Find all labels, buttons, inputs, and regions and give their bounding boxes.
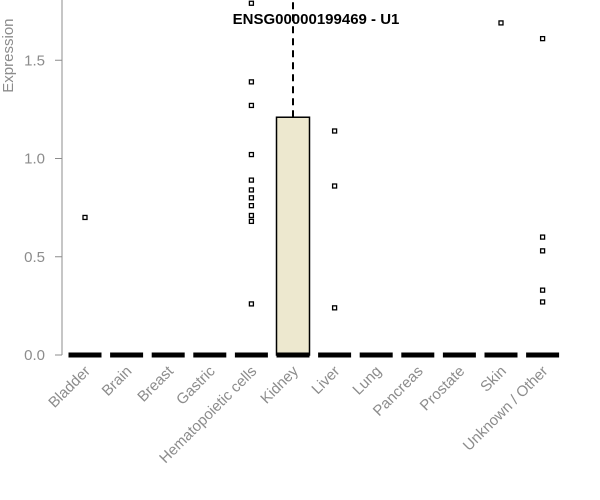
outlier-point: [248, 212, 255, 219]
x-tick-label: Lung: [349, 363, 385, 399]
box-liver: [318, 128, 352, 358]
outlier-point: [248, 195, 255, 201]
box-bladder: [68, 214, 102, 358]
outlier-point: [331, 305, 338, 311]
x-tick-label: Skin: [477, 363, 510, 396]
box-skin: [484, 20, 518, 358]
x-tick-label: Liver: [308, 363, 343, 398]
outlier-point: [498, 20, 504, 26]
box-group: [68, 0, 560, 358]
outlier-point: [248, 177, 255, 183]
y-tick-label: 0.5: [24, 249, 45, 266]
outlier-point: [539, 234, 546, 240]
box-kidney: [275, 0, 311, 358]
outlier-point: [539, 248, 546, 254]
outlier-point: [248, 79, 255, 85]
outlier-point: [248, 151, 255, 158]
outlier-point: [248, 301, 255, 307]
outlier-point: [248, 187, 255, 193]
outlier-point: [539, 299, 546, 305]
outlier-point: [248, 218, 255, 225]
x-tick-label: Prostate: [417, 363, 469, 415]
outlier-point: [248, 203, 255, 209]
x-tick-label: Brain: [99, 363, 136, 400]
box-pancreas: [401, 352, 435, 358]
x-tick-label: Breast: [134, 362, 177, 405]
box-hematopoietic-cells: [234, 0, 268, 358]
chart-title: ENSG00000199469 - U1: [233, 11, 400, 28]
outlier-point: [248, 0, 255, 6]
x-tick-label: Kidney: [257, 362, 302, 407]
y-tick-label: 1.0: [24, 151, 45, 168]
y-tick-label: 1.5: [24, 52, 45, 69]
box-unknown-other: [526, 35, 560, 358]
box-body: [275, 116, 311, 356]
outlier-point: [248, 102, 255, 109]
outlier-point: [539, 287, 546, 293]
x-tick-label: Bladder: [45, 363, 94, 412]
y-tick-label: 0.0: [24, 347, 45, 364]
y-axis-ticks: 0.00.51.01.52.02.53.0: [24, 52, 62, 364]
outlier-point: [331, 183, 338, 189]
outlier-point: [331, 128, 338, 134]
outlier-point: [539, 35, 546, 42]
y-axis-title: Expression: [0, 18, 17, 92]
outlier-point: [82, 214, 88, 221]
